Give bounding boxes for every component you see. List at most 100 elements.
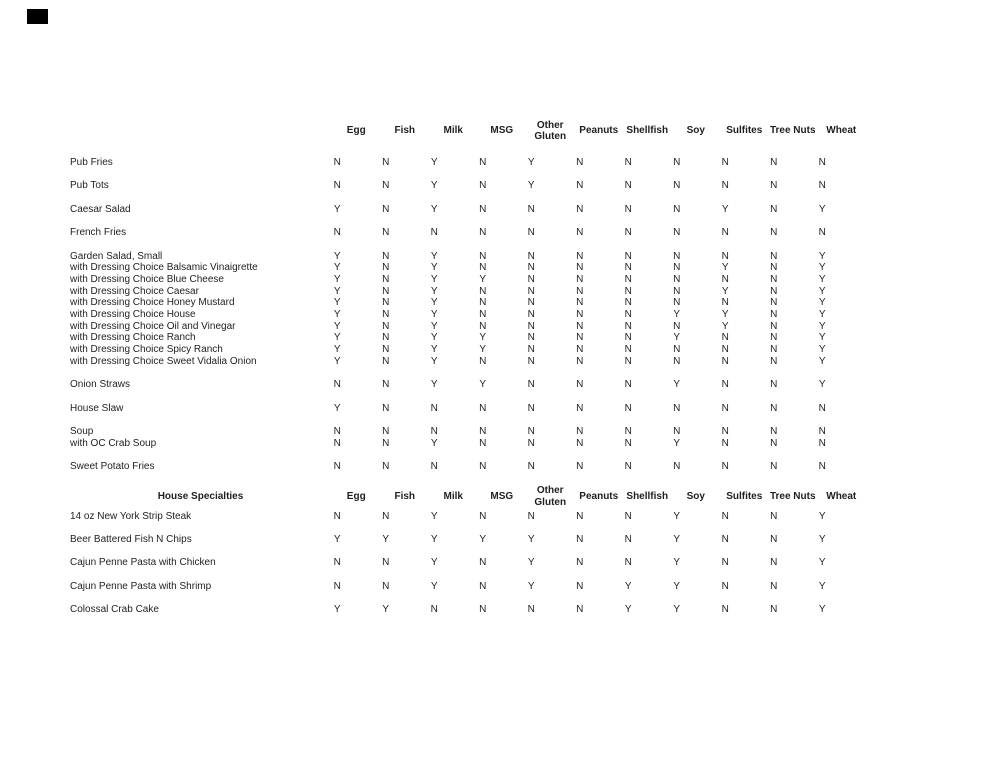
allergen-value-cell: N (673, 285, 681, 297)
allergen-value-cell: Y (721, 203, 729, 215)
allergen-value-cell: N (721, 332, 729, 344)
allergen-value-cell: N (673, 203, 681, 215)
allergen-value-cell: N (721, 580, 729, 592)
allergen-value-cell: N (333, 379, 341, 391)
allergen-value-cell: N (624, 262, 632, 274)
allergen-value-cell: Y (333, 355, 341, 367)
allergen-value-cell: N (527, 297, 535, 309)
allergen-value-cell: Y (430, 285, 438, 297)
allergen-value-cell: N (624, 510, 632, 522)
row-label: Pub Fries (70, 157, 113, 168)
row-label: Soup (70, 426, 94, 438)
allergen-value-cell: N (527, 437, 535, 449)
allergen-value-cell: Y (430, 510, 438, 522)
allergen-value-cell: N (576, 309, 584, 321)
table-row: Cajun Penne Pasta with Shrimp N N Y N Y N Y Y N N Y (70, 581, 847, 593)
row-label: House Slaw (70, 402, 124, 414)
allergen-value-cell: N (576, 273, 584, 285)
allergen-value-cell: N (430, 604, 438, 616)
table-row: Garden Salad, Small Y N Y N N N N N N N Y (70, 251, 847, 263)
allergen-value-cell: N (333, 580, 341, 592)
row-label: Cajun Penne Pasta with Shrimp (70, 580, 212, 592)
row-label: Garden Salad, Small (70, 250, 163, 262)
column-header-label: Fish (394, 125, 416, 137)
allergen-value-cell: N (721, 273, 729, 285)
allergen-value-cell: Y (430, 203, 438, 215)
allergen-value-cell: N (624, 426, 632, 438)
allergen-value-cell: Y (818, 379, 826, 391)
allergen-value-cell: N (818, 402, 826, 414)
allergen-value-cell: N (673, 227, 681, 239)
item-group: Beer Battered Fish N Chips Y Y Y Y Y N N Y N N Y (70, 534, 847, 546)
allergen-value-cell: Y (818, 297, 826, 309)
allergen-value-cell: N (576, 203, 584, 215)
allergen-value-cell: N (382, 426, 390, 438)
column-header-label: MSG (490, 125, 514, 137)
allergen-value-cell: Y (430, 557, 438, 569)
row-label: with Dressing Choice House (70, 309, 196, 321)
item-group: Onion Straws N N Y Y N N N Y N N Y (70, 379, 847, 391)
allergen-value-cell: N (430, 426, 438, 438)
allergen-value-cell: N (527, 250, 535, 262)
allergen-value-cell: N (624, 180, 632, 192)
allergen-value-cell: Y (721, 262, 729, 274)
allergen-value-cell: N (333, 227, 341, 239)
allergen-value-cell: N (770, 355, 778, 367)
allergen-value-cell: N (333, 510, 341, 522)
allergen-value-cell: N (479, 580, 487, 592)
allergen-value-cell: Y (430, 320, 438, 332)
allergen-value-cell: Y (818, 332, 826, 344)
table-row: with Dressing Choice Balsamic Vinaigrett… (70, 262, 847, 274)
column-header-label: Soy (686, 490, 705, 502)
allergen-value-cell: Y (818, 203, 826, 215)
section-header-row: Egg Fish Milk MSG Other Gluten Peanuts Shellfi… (70, 119, 856, 143)
allergen-value-cell: N (818, 461, 826, 473)
allergen-value-cell: N (721, 461, 729, 473)
allergen-value-cell: Y (430, 580, 438, 592)
row-label: Pub Tots (70, 180, 109, 192)
allergen-value-cell: Y (430, 332, 438, 344)
column-header-label: Other Gluten (534, 119, 567, 143)
allergen-value-cell: N (770, 309, 778, 321)
allergen-value-cell: Y (430, 533, 438, 545)
allergen-value-cell: N (673, 250, 681, 262)
row-label: Caesar Salad (70, 203, 131, 215)
allergen-value-cell: N (721, 437, 729, 449)
allergen-value-cell: Y (527, 533, 535, 545)
allergen-value-cell: N (576, 157, 584, 168)
allergen-value-cell: N (624, 320, 632, 332)
allergen-value-cell: N (624, 533, 632, 545)
allergen-value-cell: Y (818, 533, 826, 545)
table-row: with Dressing Choice Spicy Ranch Y N Y Y N N N N… (70, 344, 847, 356)
column-header: Sulfites (701, 485, 762, 509)
column-header-label: Fish (394, 490, 416, 502)
allergen-value-cell: N (818, 426, 826, 438)
allergen-value-cell: N (479, 320, 487, 332)
row-label: Onion Straws (70, 379, 131, 391)
allergen-value-cell: N (527, 510, 535, 522)
allergen-value-cell: N (382, 580, 390, 592)
column-header: Wheat (798, 119, 856, 143)
allergen-value-cell: Y (333, 297, 341, 309)
allergen-value-cell: N (382, 461, 390, 473)
table-row: Onion Straws N N Y Y N N N Y N N Y (70, 379, 847, 391)
column-header-label: Soy (686, 125, 705, 137)
allergen-value-cell: Y (333, 250, 341, 262)
allergen-value-cell: Y (721, 320, 729, 332)
column-header-label: MSG (490, 490, 514, 502)
allergen-value-cell: Y (818, 580, 826, 592)
allergen-value-cell: N (576, 227, 584, 239)
allergen-value-cell: N (673, 426, 681, 438)
allergen-value-cell: N (382, 332, 390, 344)
allergen-value-cell: N (527, 262, 535, 274)
column-header-label: Peanuts (579, 125, 619, 137)
column-header-label: Egg (346, 490, 366, 502)
allergen-value-cell: N (721, 557, 729, 569)
allergen-value-cell: N (624, 402, 632, 414)
allergen-value-cell: Y (673, 533, 681, 545)
allergen-value-cell: N (576, 250, 584, 262)
allergen-value-cell: Y (818, 250, 826, 262)
allergen-value-cell: Y (721, 285, 729, 297)
row-label: 14 oz New York Strip Steak (70, 510, 192, 522)
column-header: Peanuts (556, 119, 618, 143)
